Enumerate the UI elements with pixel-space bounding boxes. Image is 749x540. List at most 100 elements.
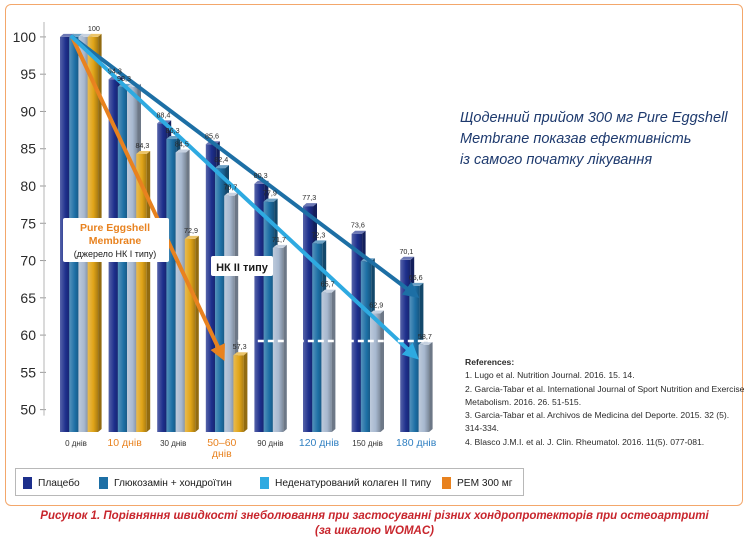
- bar-top: [272, 244, 287, 248]
- bar: [321, 292, 332, 432]
- y-tick-label: 95: [20, 66, 36, 82]
- bar-side: [195, 235, 199, 432]
- bar: [409, 285, 420, 432]
- data-label: 77,9: [263, 189, 277, 198]
- data-label: 93,3: [117, 74, 131, 83]
- data-label: 86,3: [166, 126, 180, 135]
- bar-top: [184, 235, 199, 239]
- data-label: 82,4: [214, 155, 228, 164]
- caption-line: Рисунок 1. Порівняння швидкості знеболюв…: [40, 510, 709, 522]
- data-label: 84,3: [135, 141, 149, 150]
- bar-top: [263, 198, 278, 202]
- callout-pem-title: Pure Eggshell: [80, 222, 150, 234]
- reference-item: 3. Garcia-Tabar et al. Archivos de Medic…: [465, 410, 730, 434]
- x-category-label: 120 днів: [299, 437, 340, 449]
- y-tick-label: 85: [20, 141, 36, 157]
- callout-pem-title: Membrane: [89, 235, 142, 247]
- callout-box: [63, 218, 169, 262]
- data-label: 65,7: [321, 280, 335, 289]
- legend-item-pem: PEM 300 мг: [442, 476, 512, 490]
- data-label: 62,9: [369, 300, 383, 309]
- references: References: 1. Lugo et al. Nutrition Jou…: [465, 356, 745, 449]
- x-category-label: 150 днів: [352, 439, 383, 448]
- x-category-label: 90 днів: [257, 439, 283, 448]
- bar: [215, 168, 226, 433]
- efficacy-note-line: Щоденний прийом 300 мг Pure Eggshell: [460, 110, 728, 126]
- y-tick-label: 55: [20, 364, 36, 380]
- legend-item-glucosamine: Глюкозамін + хондроїтин: [99, 476, 232, 490]
- y-tick-label: 65: [20, 290, 36, 306]
- bar-top: [321, 289, 336, 293]
- x-category-label: 30 днів: [160, 439, 186, 448]
- efficacy-note-line: Membrane показав ефективність: [460, 131, 692, 147]
- bar: [224, 195, 235, 432]
- data-label: 73,6: [351, 221, 365, 230]
- bar-side: [243, 352, 248, 432]
- figure-caption: Рисунок 1. Порівняння швидкості знеболюв…: [0, 509, 749, 539]
- bar-top: [233, 352, 248, 356]
- bar-top: [224, 192, 239, 196]
- bar: [157, 123, 168, 432]
- efficacy-note-line: із самого початку лікування: [460, 152, 653, 168]
- references-title: References:: [465, 357, 515, 367]
- bar-top: [136, 150, 151, 154]
- data-label: 58,7: [418, 332, 432, 341]
- trend-arrow: [70, 34, 420, 298]
- y-tick-label: 100: [13, 29, 37, 45]
- data-label: 72,3: [311, 230, 325, 239]
- legend-swatch: [442, 477, 451, 489]
- data-label: 70,1: [399, 247, 413, 256]
- trend-arrow: [70, 34, 419, 360]
- bar-top: [418, 341, 433, 345]
- x-category-label: 0 днів: [65, 439, 87, 448]
- data-label: 66,6: [409, 273, 423, 282]
- trend-arrow: [70, 34, 225, 362]
- data-label: 94,3: [108, 66, 122, 75]
- x-category-label: днів: [212, 448, 232, 460]
- reference-item: 2. Garcia-Tabar et al. International Jou…: [465, 383, 745, 407]
- legend-label: Неденатурований колаген II типу: [275, 477, 432, 489]
- data-label: 100: [88, 24, 100, 33]
- bar: [184, 238, 196, 432]
- bar: [233, 355, 244, 432]
- legend-swatch: [260, 477, 269, 489]
- bar-top: [215, 165, 229, 169]
- legend-label: Глюкозамін + хондроїтин: [114, 477, 232, 489]
- bar-top: [175, 149, 190, 153]
- bar: [175, 152, 187, 433]
- y-tick-label: 90: [20, 103, 36, 119]
- bar: [351, 233, 363, 432]
- bar: [205, 144, 217, 432]
- data-label: 88,4: [156, 110, 170, 119]
- legend-label: PEM 300 мг: [457, 477, 513, 489]
- legend: Плацебо Глюкозамін + хондроїтин Неденату…: [15, 468, 524, 496]
- bar-top: [87, 33, 102, 37]
- callout-box: [211, 256, 273, 276]
- callout-nk2: НК II типу: [216, 262, 269, 274]
- x-category-label: 180 днів: [396, 437, 437, 449]
- x-category-label: 10 днів: [107, 437, 142, 449]
- legend-item-collagen: Неденатурований колаген II типу: [260, 476, 431, 490]
- data-label: 72,9: [184, 226, 198, 235]
- y-tick-label: 50: [20, 402, 36, 418]
- legend-item-placebo: Плацебо: [23, 476, 80, 490]
- bar: [166, 139, 177, 432]
- bar-side: [283, 244, 287, 432]
- bar-top: [303, 203, 317, 207]
- legend-swatch: [99, 477, 108, 489]
- figure-frame: [5, 4, 743, 506]
- reference-item: 1. Lugo et al. Nutrition Journal. 2016. …: [465, 370, 635, 381]
- legend-label: Плацебо: [38, 477, 80, 489]
- callout-pem-subtitle: (джерело НК I типу): [74, 249, 157, 259]
- y-tick-label: 75: [20, 215, 36, 231]
- bar-top: [312, 240, 327, 244]
- data-label: 84,5: [175, 139, 189, 148]
- y-tick-label: 60: [20, 327, 36, 343]
- y-tick-label: 80: [20, 178, 36, 194]
- bar-top: [351, 230, 366, 234]
- bar-side: [429, 341, 433, 432]
- y-tick-label: 70: [20, 253, 36, 269]
- reference-item: 4. Blasco J.M.I. et al. J. Clin. Rheumat…: [465, 436, 705, 447]
